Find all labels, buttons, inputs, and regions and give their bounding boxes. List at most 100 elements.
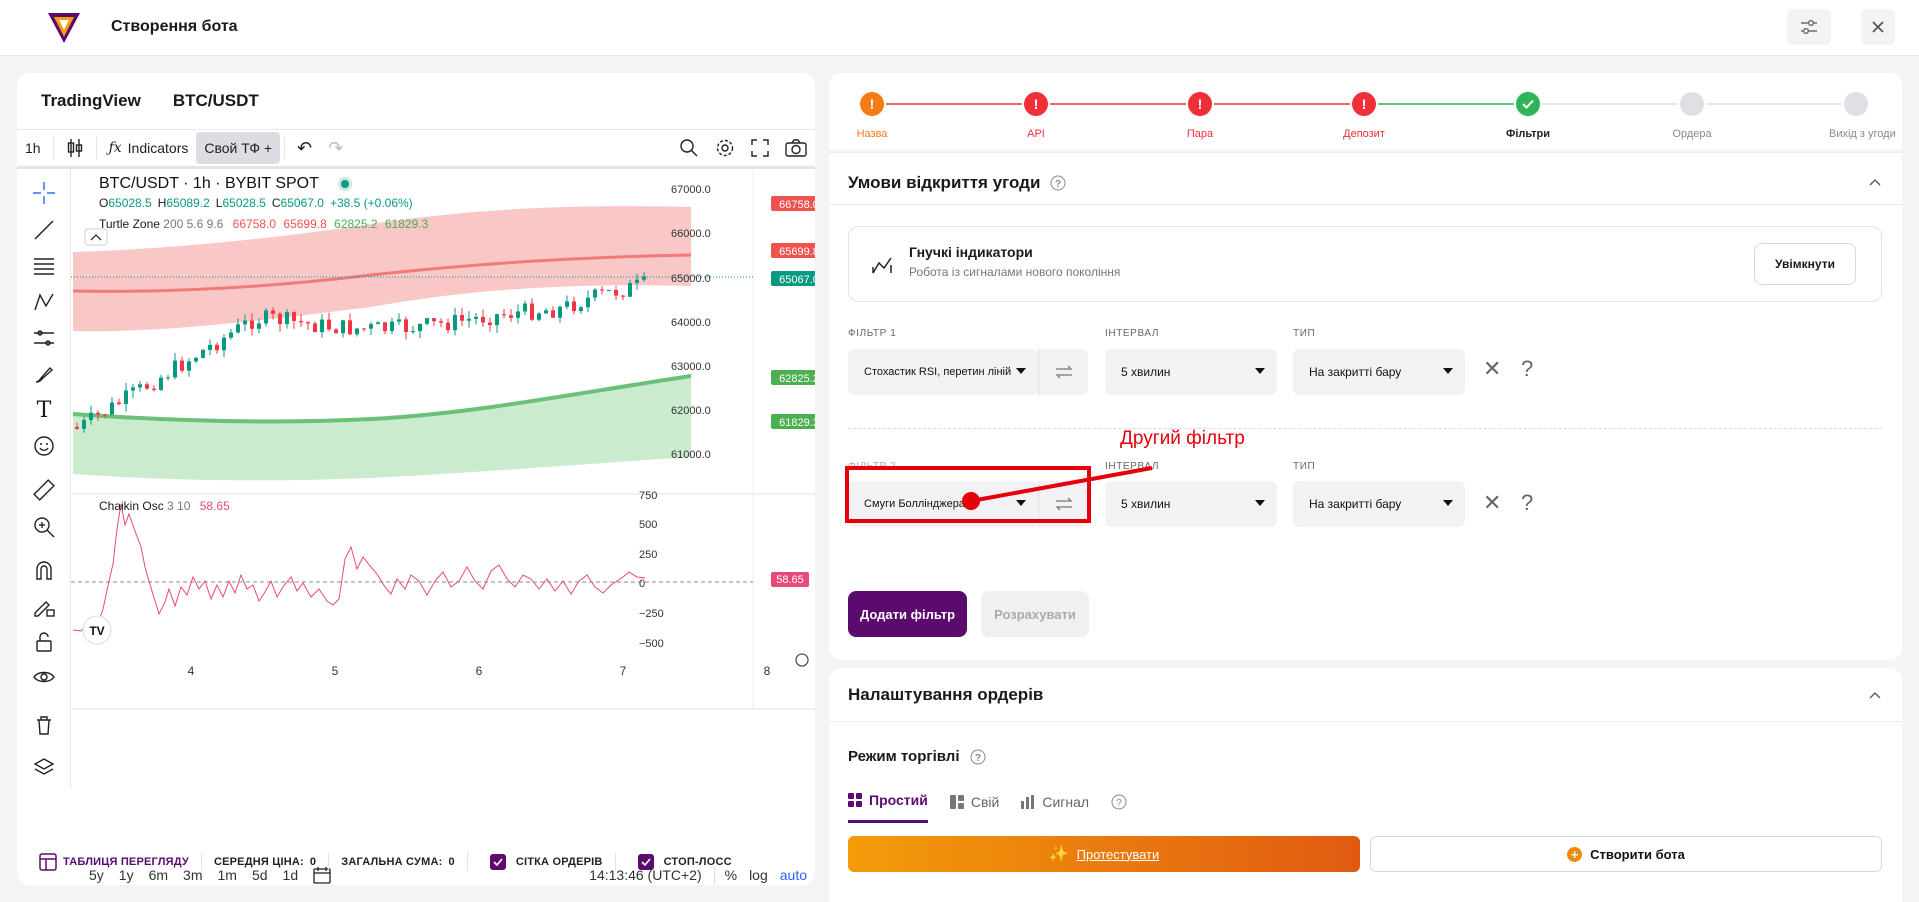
step-4[interactable]: ! xyxy=(1352,92,1376,116)
crosshair-tool[interactable] xyxy=(30,179,58,207)
filter-2-help-icon[interactable]: ? xyxy=(1521,490,1534,515)
range-button-1d[interactable]: 1d xyxy=(282,867,299,883)
add-filter-button[interactable]: Додати фільтр xyxy=(848,591,967,637)
stop-loss-checkbox[interactable] xyxy=(637,854,654,870)
magnet-tool[interactable] xyxy=(30,556,58,584)
filter-2-select[interactable]: Смуги Боллінджера xyxy=(848,481,1038,527)
layers-tool[interactable] xyxy=(30,753,58,781)
chart-settings-button[interactable] xyxy=(707,132,743,164)
chart-area[interactable]: T xyxy=(17,169,815,884)
custom-tf-button[interactable]: Свой ТФ + xyxy=(196,132,281,164)
pattern-tool[interactable] xyxy=(30,288,58,316)
collapse-chevron-icon[interactable] xyxy=(1869,178,1881,186)
log-toggle[interactable]: log xyxy=(749,867,768,883)
lock-all-tool[interactable] xyxy=(30,628,58,656)
price-chart[interactable]: 67000.0 66000.0 65000.0 64000.0 63000.0 62000… xyxy=(71,169,815,789)
auto-toggle[interactable]: auto xyxy=(779,867,807,883)
step-label-2[interactable]: API xyxy=(1027,128,1045,140)
step-label-6[interactable]: Ордера xyxy=(1672,128,1712,140)
filter-2-interval-select[interactable]: 5 хвилин xyxy=(1105,481,1277,527)
interval-button[interactable]: 1h xyxy=(25,140,41,156)
indicators-button[interactable]: ƒx Indicators xyxy=(101,132,197,164)
step-6[interactable] xyxy=(1680,92,1704,116)
upper-band-area xyxy=(73,206,691,332)
calculate-button[interactable]: Розрахувати xyxy=(981,591,1089,637)
step-7[interactable] xyxy=(1844,92,1868,116)
remove-tool[interactable] xyxy=(30,711,58,739)
oscillator-legend: Chaikin Osc 3 10 58.65 xyxy=(99,499,230,513)
close-button[interactable] xyxy=(1861,9,1895,45)
settings-button[interactable] xyxy=(1787,9,1831,45)
range-button-5d[interactable]: 5d xyxy=(251,867,268,883)
gear-icon xyxy=(716,139,734,157)
orders-grid-toggle[interactable]: СІТКА ОРДЕРІВ xyxy=(468,853,616,871)
test-button[interactable]: ✨ Протестувати xyxy=(848,836,1360,872)
help-icon[interactable]: ? xyxy=(970,749,986,765)
chart-type-button[interactable] xyxy=(58,132,92,164)
step-label-1[interactable]: Назва xyxy=(856,128,888,140)
fullscreen-button[interactable] xyxy=(743,132,777,164)
tab-signal[interactable]: Сигнал xyxy=(1021,792,1089,823)
tab-custom[interactable]: Свій xyxy=(949,792,999,823)
filter-1-interval-select[interactable]: 5 хвилин xyxy=(1105,349,1277,395)
filter-2-swap-button[interactable] xyxy=(1038,481,1088,527)
tab-simple[interactable]: Простий xyxy=(848,792,928,823)
range-button-5y[interactable]: 5y xyxy=(89,867,104,883)
filter-1-remove-icon[interactable]: ✕ xyxy=(1483,356,1502,381)
filter-1-help-icon[interactable]: ? xyxy=(1521,356,1534,381)
osc-axis-label: 750 xyxy=(639,490,657,502)
step-3[interactable]: ! xyxy=(1188,92,1212,116)
snapshot-button[interactable] xyxy=(777,132,815,164)
stop-loss-toggle[interactable]: СТОП-ЛОСС xyxy=(616,853,744,871)
redo-icon: ↷ xyxy=(328,137,344,158)
enable-flex-button[interactable]: Увімкнути xyxy=(1754,243,1856,285)
zoom-tool[interactable] xyxy=(30,513,58,541)
calendar-icon[interactable] xyxy=(312,866,332,884)
open-conditions-header[interactable]: Умови відкриття угоди ? xyxy=(848,173,1066,193)
undo-button[interactable]: ↶ xyxy=(289,132,320,164)
forecast-tool[interactable] xyxy=(30,324,58,352)
range-button-6m[interactable]: 6m xyxy=(148,867,169,883)
percent-toggle[interactable]: % xyxy=(724,867,738,883)
chart-header: TradingView BTC/USDT xyxy=(41,91,259,111)
chart-trend-icon xyxy=(872,257,892,274)
step-label-7[interactable]: Вихід з угоди xyxy=(1829,128,1896,140)
quick-search-button[interactable] xyxy=(671,132,707,164)
help-icon[interactable]: ? xyxy=(1111,794,1127,810)
emoji-tool[interactable] xyxy=(30,432,58,460)
orders-title[interactable]: Налаштування ордерів xyxy=(848,685,1044,704)
indicator-value-1: 66758.0 xyxy=(232,217,277,231)
step-label-4[interactable]: Депозит xyxy=(1343,128,1385,140)
lock-drawing-tool[interactable] xyxy=(30,592,58,620)
step-2[interactable]: ! xyxy=(1024,92,1048,116)
ruler-tool[interactable] xyxy=(30,476,58,504)
text-tool[interactable]: T xyxy=(30,396,58,424)
magnet-icon xyxy=(36,561,52,580)
trendline-tool[interactable] xyxy=(30,216,58,244)
candle-body xyxy=(572,301,576,312)
hide-tool[interactable] xyxy=(30,663,58,691)
filter-1-select[interactable]: Стохастик RSI, перетин ліній xyxy=(848,349,1038,395)
range-button-1m[interactable]: 1m xyxy=(217,867,237,883)
orders-grid-checkbox[interactable] xyxy=(489,854,506,870)
step-label-3[interactable]: Пара xyxy=(1186,128,1214,140)
range-button-1y[interactable]: 1y xyxy=(118,867,134,883)
step-1[interactable]: ! xyxy=(860,92,884,116)
candle-body xyxy=(313,323,317,333)
review-table-button[interactable]: ТАБЛИЦЯ ПЕРЕГЛЯДУ xyxy=(17,853,202,871)
create-bot-button[interactable]: + Створити бота xyxy=(1370,836,1882,872)
redo-button[interactable]: ↷ xyxy=(320,132,351,164)
fib-tool[interactable] xyxy=(30,252,58,280)
help-icon[interactable]: ? xyxy=(1050,175,1066,191)
step-label-5[interactable]: Фільтри xyxy=(1505,128,1551,140)
step-5[interactable] xyxy=(1516,92,1540,116)
time-axis-label: 5 xyxy=(332,664,339,678)
range-button-3m[interactable]: 3m xyxy=(183,867,203,883)
filter-2-remove-icon[interactable]: ✕ xyxy=(1483,490,1502,515)
filter-2-type-select[interactable]: На закритті бару xyxy=(1293,481,1465,527)
filter-1-swap-button[interactable] xyxy=(1038,349,1088,395)
brush-tool[interactable] xyxy=(30,360,58,388)
filter-1-type-select[interactable]: На закритті бару xyxy=(1293,349,1465,395)
candle-body xyxy=(439,321,443,323)
collapse-chevron-icon[interactable] xyxy=(1869,691,1881,699)
